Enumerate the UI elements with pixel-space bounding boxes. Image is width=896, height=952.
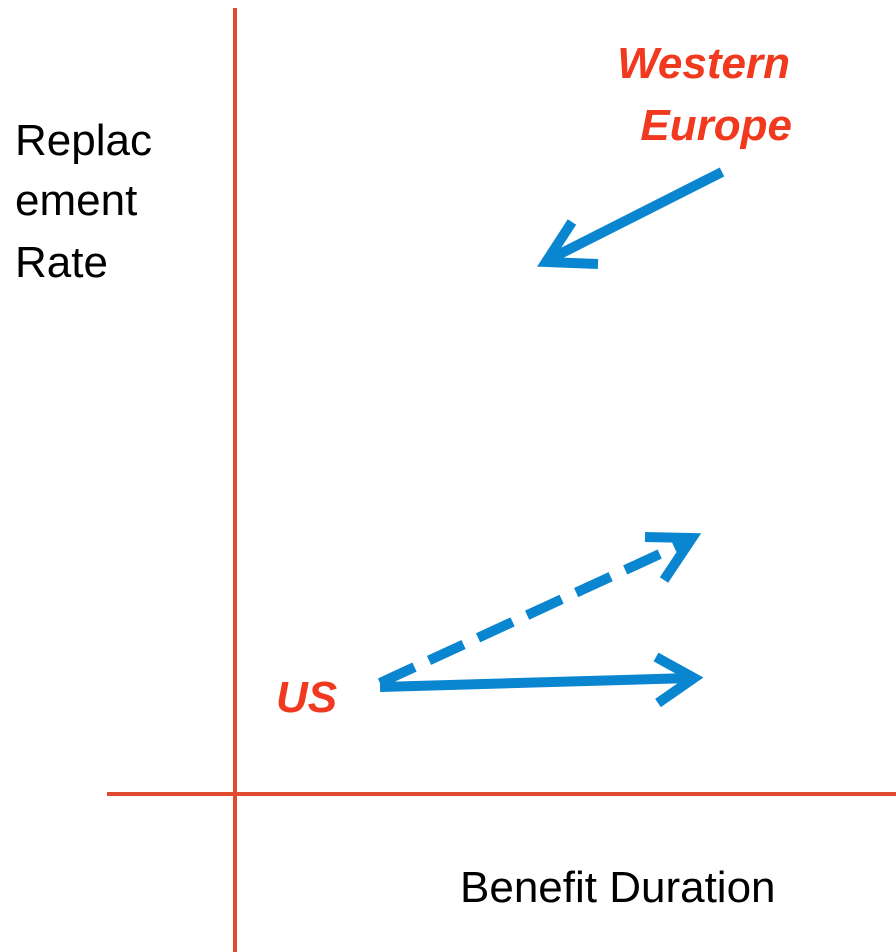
region-label: Western — [617, 39, 790, 88]
us-solid-arrow — [379, 652, 704, 708]
y-axis-label: Rate — [15, 238, 108, 287]
region-label: US — [276, 673, 337, 722]
western-europe-arrow — [537, 167, 725, 269]
us-dashed-arrow — [377, 532, 702, 688]
y-axis-label: ement — [15, 176, 137, 225]
x-axis-label: Benefit Duration — [460, 863, 776, 912]
region-label: Europe — [640, 101, 792, 150]
y-axis-label: Replac — [15, 116, 152, 165]
